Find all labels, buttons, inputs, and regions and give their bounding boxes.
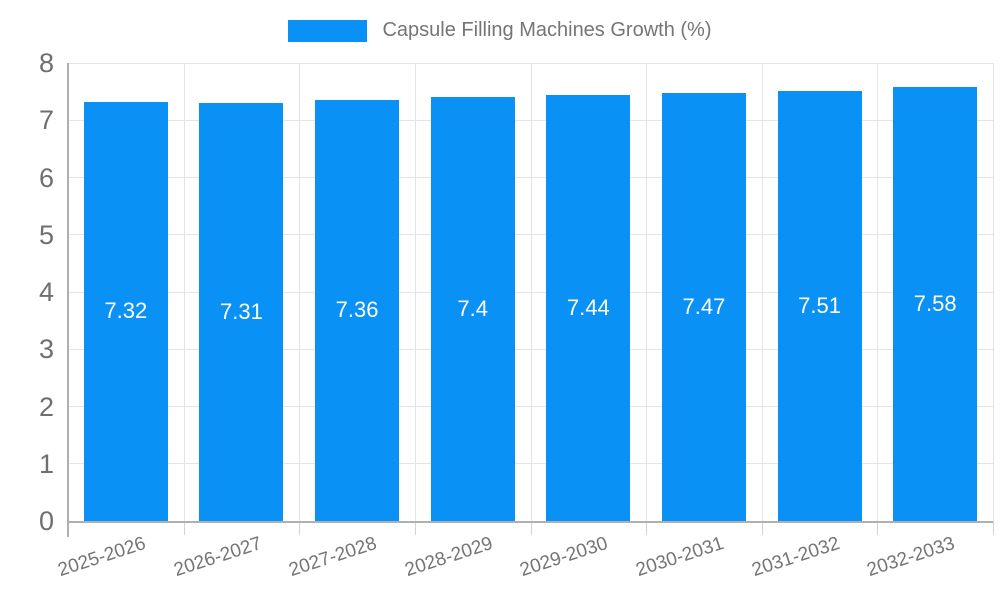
bar-2026-2027[interactable]: [199, 102, 284, 521]
bar-value-label: 7.32: [104, 298, 148, 324]
y-axis-label: 6: [38, 162, 54, 193]
v-gridline: [183, 63, 185, 521]
x-axis-label: 2027-2028: [286, 533, 380, 582]
y-axis-label: 1: [38, 448, 54, 479]
v-gridline: [877, 63, 879, 521]
v-gridline: [761, 63, 763, 521]
bar-value-label: 7.31: [220, 298, 263, 324]
x-axis-tick: [993, 521, 994, 535]
bar-2028-2029[interactable]: [430, 97, 515, 521]
bar-2032-2033[interactable]: [893, 87, 978, 521]
v-gridline: [299, 63, 301, 521]
v-gridline: [993, 63, 994, 521]
y-axis-label: 3: [38, 334, 54, 365]
bar-value-label: 7.58: [913, 291, 957, 317]
v-gridline: [646, 63, 648, 521]
bar-value-label: 7.36: [335, 297, 379, 323]
y-axis-line: [67, 63, 69, 537]
x-axis-tick: [761, 521, 763, 535]
bar-value-label: 7.4: [457, 296, 488, 322]
x-axis-label: 2028-2029: [402, 533, 496, 582]
legend-label: Capsule Filling Machines Growth (%): [382, 19, 712, 41]
chart-legend[interactable]: Capsule Filling Machines Growth (%): [0, 19, 1000, 42]
bar-2029-2030[interactable]: [546, 95, 631, 521]
x-axis-tick: [183, 521, 185, 535]
x-axis-tick: [299, 521, 301, 535]
bar-2030-2031[interactable]: [661, 93, 746, 521]
x-axis-label: 2025-2026: [55, 533, 149, 582]
x-axis-line: [68, 521, 993, 523]
v-gridline: [530, 63, 532, 521]
x-axis-tick: [877, 521, 879, 535]
y-axis-label: 0: [38, 506, 54, 536]
bar-value-label: 7.47: [682, 294, 726, 320]
x-axis-tick: [414, 521, 416, 535]
y-axis-label: 7: [38, 105, 54, 136]
y-axis-label: 2: [38, 391, 54, 422]
y-axis-label: 5: [38, 219, 54, 250]
y-axis-label: 4: [38, 277, 54, 307]
x-axis-tick: [530, 521, 532, 535]
legend-swatch: [288, 19, 368, 42]
x-axis-label: 2029-2030: [517, 533, 611, 582]
bar-value-label: 7.44: [566, 295, 610, 321]
bar-value-label: 7.51: [798, 293, 841, 319]
bar-2027-2028[interactable]: [315, 99, 400, 521]
x-axis-label: 2026-2027: [171, 533, 264, 582]
y-axis-label: 8: [38, 48, 54, 78]
bar-2025-2026[interactable]: [83, 101, 168, 521]
x-axis-label: 2032-2033: [864, 533, 958, 582]
bar-2031-2032[interactable]: [777, 91, 862, 521]
x-axis-tick: [646, 521, 648, 535]
x-axis-label: 2030-2031: [633, 533, 727, 582]
v-gridline: [414, 63, 416, 521]
x-axis-label: 2031-2032: [749, 533, 843, 582]
